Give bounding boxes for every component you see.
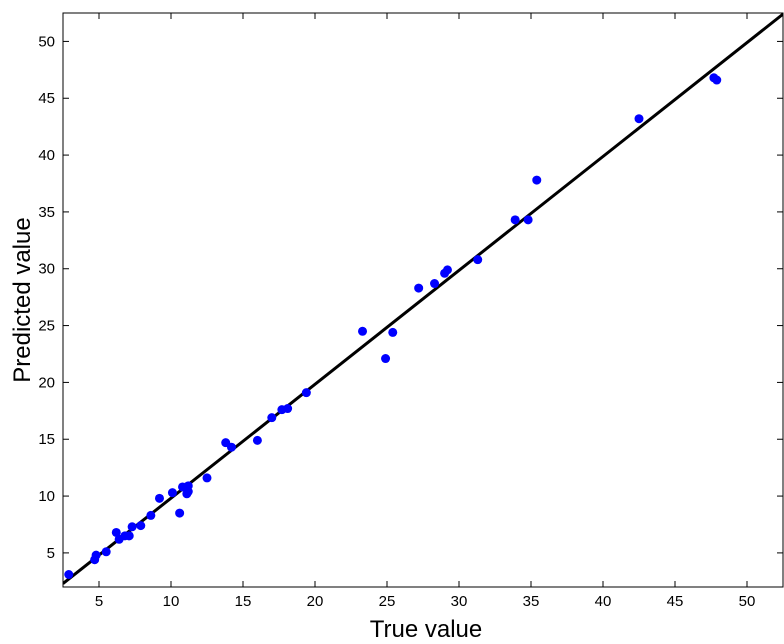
data-point bbox=[414, 283, 424, 293]
data-point bbox=[712, 75, 722, 85]
x-tick-label: 50 bbox=[739, 593, 756, 610]
x-tick-label: 15 bbox=[235, 593, 252, 610]
data-point bbox=[388, 327, 398, 337]
data-point bbox=[202, 473, 212, 483]
data-point bbox=[381, 354, 391, 364]
data-point bbox=[523, 215, 533, 225]
y-tick-label: 5 bbox=[47, 545, 55, 562]
data-point bbox=[226, 442, 236, 452]
x-tick-label: 10 bbox=[163, 593, 180, 610]
y-tick-label: 35 bbox=[38, 204, 55, 221]
data-point bbox=[154, 493, 164, 503]
data-point bbox=[124, 531, 134, 541]
y-tick-label: 40 bbox=[38, 147, 55, 164]
axis-ticks bbox=[63, 13, 783, 587]
y-tick-label: 20 bbox=[38, 374, 55, 391]
x-tick-label: 45 bbox=[667, 593, 684, 610]
y-tick-label: 45 bbox=[38, 90, 55, 107]
y-tick-label: 30 bbox=[38, 261, 55, 278]
data-points bbox=[64, 73, 722, 579]
x-tick-label: 30 bbox=[451, 593, 468, 610]
data-point bbox=[283, 404, 293, 414]
x-axis-label: True value bbox=[370, 616, 483, 643]
data-point bbox=[252, 435, 262, 445]
y-tick-label: 25 bbox=[38, 318, 55, 335]
data-point bbox=[634, 114, 644, 124]
data-point bbox=[146, 510, 156, 520]
data-point bbox=[167, 488, 177, 498]
tick-labels: 5 10 15 20 25 30 35 40 45 50 5 10 15 20 25 30 35 40 45 50 bbox=[38, 33, 755, 610]
y-axis-label: Predicted value bbox=[9, 217, 36, 382]
data-point bbox=[183, 481, 193, 491]
x-tick-label: 5 bbox=[95, 593, 103, 610]
y-tick-label: 50 bbox=[38, 33, 55, 50]
x-tick-label: 20 bbox=[307, 593, 324, 610]
data-point bbox=[358, 326, 368, 336]
data-point bbox=[91, 550, 101, 560]
data-point bbox=[510, 215, 520, 225]
data-point bbox=[532, 175, 542, 185]
data-point bbox=[175, 508, 185, 518]
data-point bbox=[111, 527, 121, 537]
y-tick-label: 10 bbox=[38, 488, 55, 505]
data-point bbox=[442, 265, 452, 275]
data-point bbox=[64, 569, 74, 579]
x-tick-label: 40 bbox=[595, 593, 612, 610]
data-point bbox=[101, 547, 111, 557]
y-tick-label: 15 bbox=[38, 431, 55, 448]
x-tick-label: 35 bbox=[523, 593, 540, 610]
data-point bbox=[267, 413, 277, 423]
data-point bbox=[430, 279, 440, 289]
x-tick-label: 25 bbox=[379, 593, 396, 610]
data-point bbox=[136, 521, 146, 531]
data-point bbox=[127, 522, 137, 532]
data-point bbox=[473, 255, 483, 265]
data-point bbox=[301, 388, 311, 398]
